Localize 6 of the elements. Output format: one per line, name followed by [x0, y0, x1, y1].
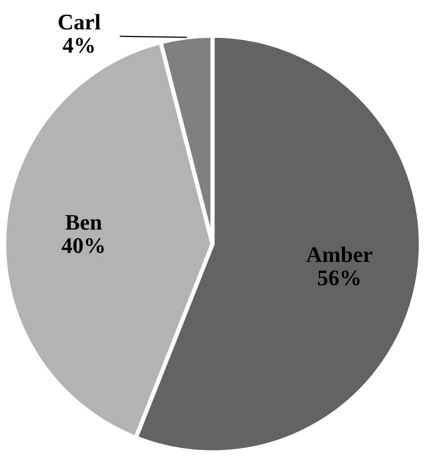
data-label: 56% [318, 270, 360, 286]
slice-label: Carl [58, 14, 100, 30]
slice-label: Amber [306, 246, 372, 262]
data-label: 40% [62, 238, 104, 254]
slice-label: Ben [65, 215, 102, 230]
data-label: 4% [62, 38, 94, 53]
